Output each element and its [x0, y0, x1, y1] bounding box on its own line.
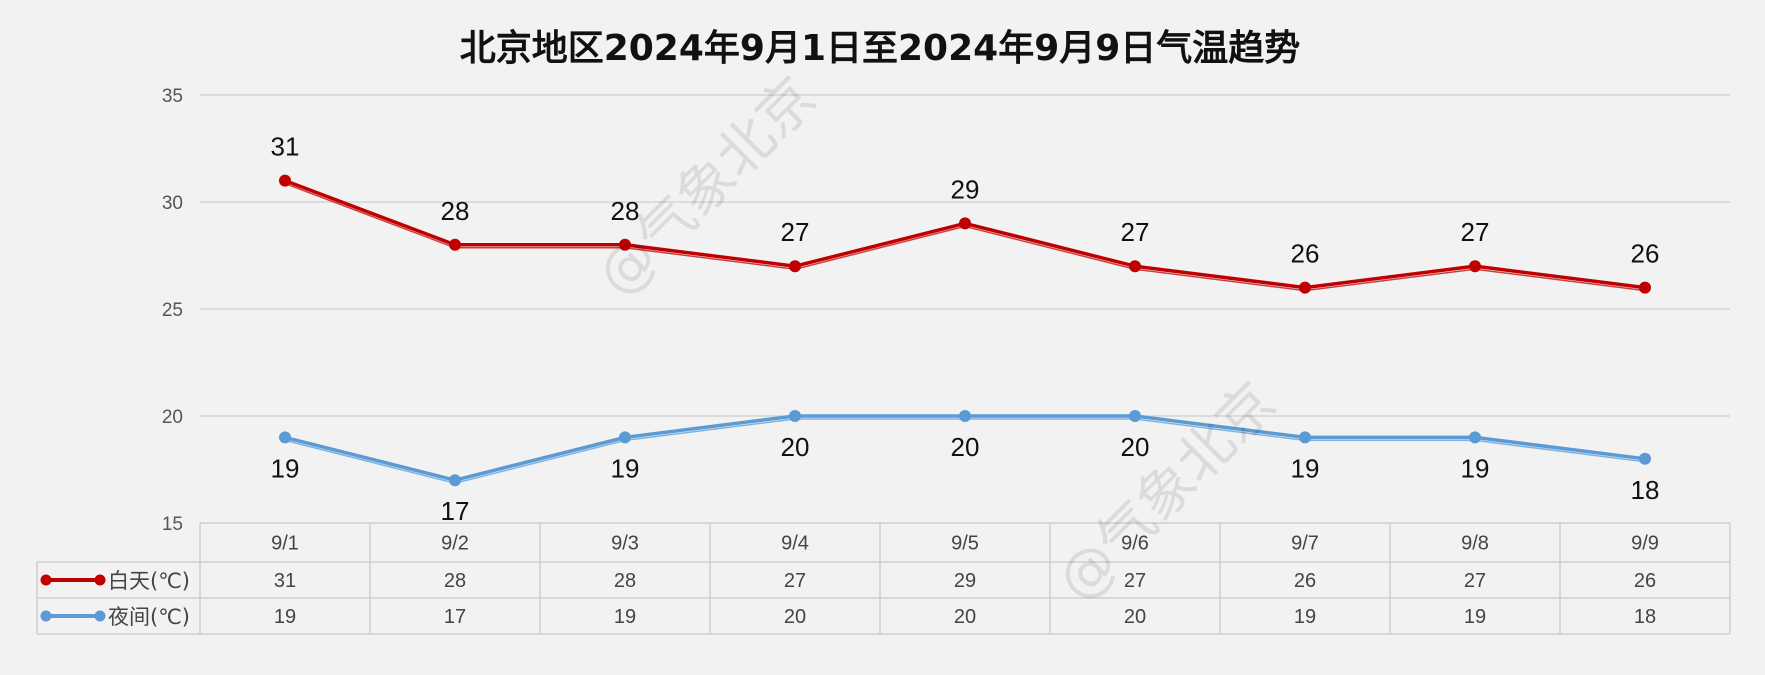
data-label: 28 — [611, 196, 640, 226]
y-tick-label: 15 — [162, 514, 183, 535]
y-tick-label: 30 — [162, 193, 183, 214]
watermark-text: @气象北京 — [1045, 370, 1289, 614]
x-tick-label: 9/4 — [781, 533, 809, 555]
x-tick-label: 9/8 — [1461, 533, 1489, 555]
watermark-text: @气象北京 — [585, 65, 829, 309]
data-point — [279, 431, 291, 444]
x-tick-label: 9/1 — [271, 533, 299, 555]
data-point — [789, 410, 801, 422]
data-label: 26 — [1291, 239, 1320, 269]
table-cell-value: 26 — [1294, 570, 1316, 592]
legend-label: 白天(℃) — [108, 569, 190, 593]
legend-label: 夜间(℃) — [108, 605, 190, 629]
x-tick-label: 9/5 — [951, 533, 979, 555]
x-tick-label: 9/7 — [1291, 533, 1319, 555]
table-cell-value: 19 — [614, 606, 636, 628]
legend-marker — [40, 610, 52, 622]
table-cell-value: 31 — [274, 570, 296, 592]
table-cell-value: 18 — [1634, 606, 1656, 628]
data-labels: 31 28 28 27 29 27 26 27 26 19 17 19 20 20 20 19 19 18 — [271, 132, 1660, 527]
chart-title: 北京地区2024年9月1日至2024年9月9日气温趋势 — [460, 27, 1301, 69]
data-point — [619, 238, 631, 251]
series-lines — [279, 174, 1651, 487]
data-point — [279, 174, 291, 187]
watermark: @气象北京 @气象北京 — [585, 65, 1289, 614]
data-point — [1129, 260, 1141, 273]
gridlines — [200, 94, 1730, 417]
table-cell-value: 27 — [784, 570, 806, 592]
table-cell-value: 20 — [954, 606, 976, 628]
data-label: 27 — [1461, 217, 1490, 247]
table-cell-value: 28 — [444, 570, 466, 592]
data-point — [449, 474, 461, 487]
x-tick-label: 9/2 — [441, 533, 469, 555]
table-cell-value: 17 — [444, 606, 466, 628]
legend-marker — [40, 574, 52, 586]
x-tick-label: 9/3 — [611, 533, 639, 555]
data-table: 9/1 9/2 9/3 9/4 9/5 9/6 9/7 9/8 9/9 白天(℃) 31 28 28 27… — [36, 522, 1731, 635]
data-point — [1129, 410, 1141, 422]
table-cell-value: 27 — [1124, 570, 1146, 592]
legend-marker — [94, 610, 106, 622]
y-axis-ticks: 15 20 25 30 35 — [162, 86, 183, 535]
table-cell-value: 19 — [1294, 606, 1316, 628]
data-point — [959, 217, 971, 230]
data-label: 27 — [1121, 217, 1150, 247]
data-label: 26 — [1631, 239, 1660, 269]
data-label: 29 — [951, 174, 980, 204]
data-point — [1469, 260, 1481, 273]
data-label: 20 — [1121, 432, 1150, 462]
data-label: 20 — [781, 432, 810, 462]
data-point — [449, 238, 461, 251]
table-cell-value: 19 — [1464, 606, 1486, 628]
y-tick-label: 25 — [162, 300, 183, 321]
table-cell-value: 29 — [954, 570, 976, 592]
data-label: 19 — [1291, 453, 1320, 483]
data-label: 17 — [441, 496, 470, 526]
data-point — [1469, 431, 1481, 444]
table-cell-value: 27 — [1464, 570, 1486, 592]
table-cell-value: 28 — [614, 570, 636, 592]
data-point — [619, 431, 631, 444]
data-point — [959, 410, 971, 422]
data-label: 19 — [271, 453, 300, 483]
data-label: 19 — [1461, 453, 1490, 483]
x-tick-label: 9/6 — [1121, 533, 1149, 555]
table-cell-value: 26 — [1634, 570, 1656, 592]
table-cell-value: 19 — [274, 606, 296, 628]
y-tick-label: 20 — [162, 407, 183, 428]
data-point — [1639, 281, 1651, 294]
data-point — [789, 260, 801, 273]
data-label: 18 — [1631, 475, 1660, 505]
data-label: 27 — [781, 217, 810, 247]
data-point — [1639, 452, 1651, 465]
x-tick-label: 9/9 — [1631, 533, 1659, 555]
data-point — [1299, 281, 1311, 294]
data-label: 19 — [611, 453, 640, 483]
table-cell-value: 20 — [1124, 606, 1146, 628]
data-label: 31 — [271, 132, 300, 162]
data-point — [1299, 431, 1311, 444]
legend-marker — [94, 574, 106, 586]
data-label: 20 — [951, 432, 980, 462]
y-tick-label: 35 — [162, 86, 183, 107]
data-label: 28 — [441, 196, 470, 226]
table-cell-value: 20 — [784, 606, 806, 628]
